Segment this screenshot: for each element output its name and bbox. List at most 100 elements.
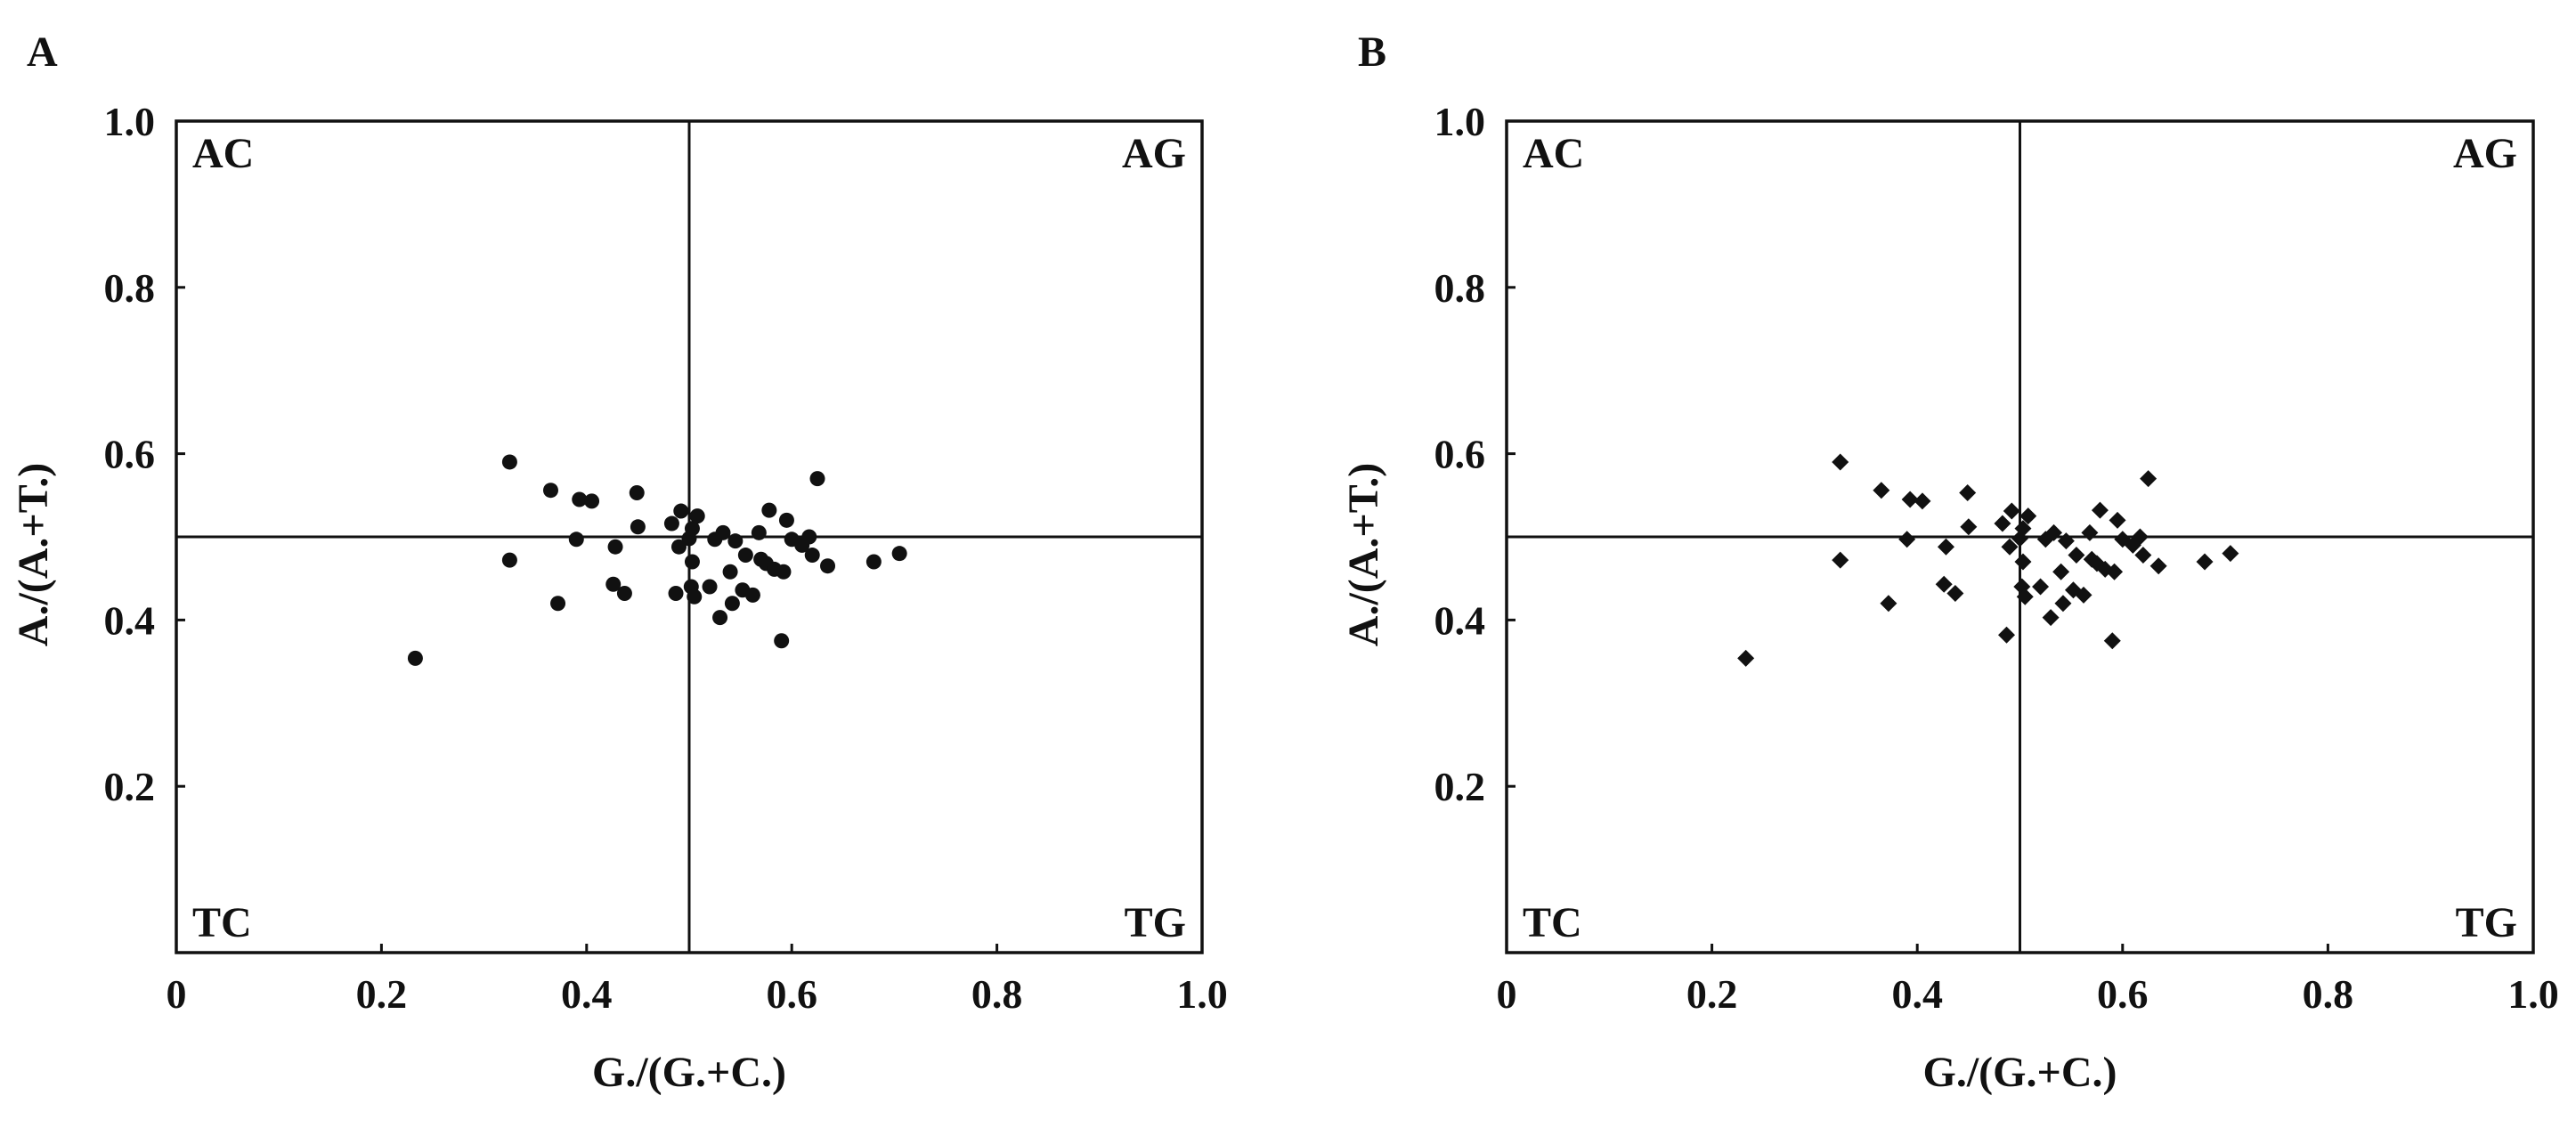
data-point: [550, 596, 566, 612]
data-point: [776, 564, 792, 580]
data-point: [2019, 507, 2037, 525]
y-tick-label: 0.6: [1434, 432, 1486, 477]
data-point: [727, 533, 744, 549]
data-point: [1960, 518, 1978, 536]
data-point: [1898, 531, 1916, 548]
data-point: [1873, 482, 1890, 499]
data-point: [1937, 538, 1954, 556]
data-point: [1737, 649, 1755, 667]
x-tick-label: 0: [1497, 971, 1517, 1017]
data-point: [891, 546, 907, 562]
data-point: [2140, 470, 2158, 488]
panel-a: A 0 0.2 0.4 0.6 0.8 1.0 0.2 0.4 0.6 0.8 1.0 G./(G.+…: [10, 28, 1228, 1096]
data-point: [629, 484, 645, 500]
data-point: [724, 596, 740, 612]
data-point: [809, 471, 825, 487]
data-point: [670, 539, 687, 555]
panel-letter: A: [27, 28, 58, 76]
data-point: [572, 491, 588, 507]
data-point: [2109, 511, 2126, 529]
x-tick-label: 0.8: [2303, 971, 2354, 1017]
y-tick-label: 0.6: [104, 432, 156, 477]
data-point: [2075, 586, 2092, 604]
x-axis-title: G./(G.+C.): [1923, 1049, 2117, 1096]
x-tick-label: 1.0: [2507, 971, 2559, 1017]
x-axis-title: G./(G.+C.): [592, 1049, 786, 1096]
data-point: [668, 586, 684, 602]
data-point: [2014, 520, 2032, 538]
data-point: [2131, 528, 2149, 546]
data-point: [2103, 632, 2121, 650]
data-point: [2106, 563, 2124, 580]
quadrant-label-bottom-left: TC: [192, 899, 252, 946]
data-point: [2042, 609, 2060, 627]
data-point: [1901, 491, 1919, 508]
y-tick-label: 0.2: [1434, 764, 1486, 809]
data-point: [407, 650, 423, 666]
x-tick-label: 1.0: [1176, 971, 1228, 1017]
data-point: [751, 524, 767, 540]
y-tick-label: 0.4: [1434, 597, 1486, 643]
data-point: [2057, 532, 2075, 550]
data-point: [2068, 547, 2085, 564]
data-point: [778, 512, 794, 528]
data-point: [2081, 523, 2099, 541]
data-point: [1935, 575, 1953, 593]
quadrant-label-top-right: AG: [2453, 130, 2517, 177]
y-axis-title: A./(A.+T.): [10, 463, 57, 646]
x-tick-label: 0.2: [1686, 971, 1738, 1017]
data-point: [1994, 515, 2011, 532]
quadrant-label-top-right: AG: [1122, 130, 1186, 177]
quadrant-label-top-left: AC: [192, 130, 254, 177]
data-point: [820, 558, 836, 574]
data-point: [2045, 523, 2063, 541]
data-point: [744, 587, 760, 603]
data-point: [722, 564, 738, 580]
data-point: [2032, 578, 2050, 596]
y-tick-label: 1.0: [1434, 99, 1486, 144]
data-point: [630, 519, 646, 535]
data-point: [2222, 545, 2239, 563]
data-point: [761, 502, 777, 518]
data-point: [616, 586, 632, 602]
quadrant-label-bottom-right: TG: [1125, 899, 1186, 946]
data-point: [2054, 595, 2072, 613]
data-point: [501, 552, 517, 568]
data-point: [684, 521, 700, 537]
y-tick-label: 1.0: [104, 99, 156, 144]
data-point: [2134, 547, 2152, 564]
data-point: [801, 529, 817, 545]
data-point: [2001, 538, 2019, 556]
data-point: [1880, 595, 1897, 613]
data-point: [1946, 585, 1964, 603]
data-point: [684, 554, 700, 570]
data-point: [715, 524, 731, 540]
data-point: [1914, 492, 1931, 510]
data-point: [689, 508, 705, 524]
quadrant-label-bottom-right: TG: [2456, 899, 2517, 946]
quadrant-label-top-left: AC: [1523, 130, 1584, 177]
data-point: [2149, 557, 2167, 575]
x-tick-label: 0.4: [561, 971, 613, 1017]
data-point: [501, 454, 517, 470]
data-point: [2014, 553, 2032, 571]
data-point: [607, 539, 623, 555]
data-point: [804, 548, 820, 564]
quadrant-label-bottom-left: TC: [1523, 899, 1582, 946]
data-point: [737, 548, 753, 564]
data-point: [774, 633, 790, 649]
data-point: [2052, 563, 2070, 580]
y-tick-label: 0.8: [104, 265, 156, 311]
data-point: [605, 576, 622, 592]
data-point: [1959, 483, 1977, 501]
x-tick-label: 0.2: [356, 971, 408, 1017]
data-point: [1998, 626, 2016, 644]
data-point: [2196, 553, 2214, 571]
data-point: [663, 515, 679, 532]
data-point: [568, 532, 584, 548]
data-point: [2091, 501, 2109, 519]
data-point: [673, 503, 689, 519]
panel-letter: B: [1358, 28, 1386, 76]
data-point: [542, 483, 558, 499]
